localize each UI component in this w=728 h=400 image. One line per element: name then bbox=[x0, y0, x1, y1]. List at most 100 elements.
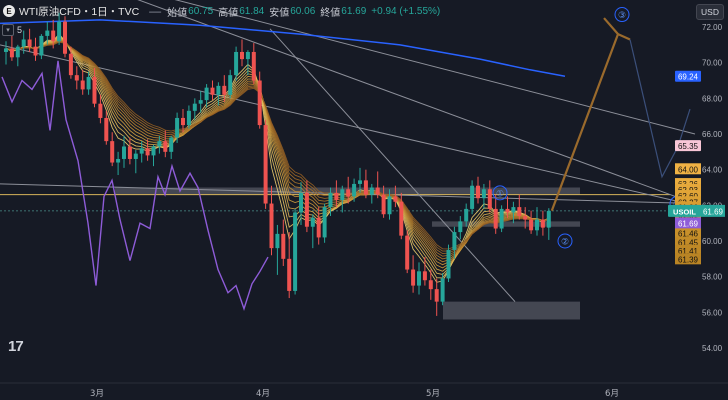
candle-body bbox=[275, 233, 280, 249]
candle-body bbox=[299, 192, 303, 213]
chevron-down-icon[interactable]: ▾ bbox=[2, 23, 14, 36]
candle-body bbox=[181, 117, 185, 126]
ma-ribbon-tag-bg bbox=[675, 236, 701, 248]
candle-body bbox=[346, 189, 351, 197]
candle-body bbox=[322, 207, 327, 238]
y-tick-label: 72.00 bbox=[702, 23, 723, 32]
symbol-title[interactable]: WTI原油CFD・1日・TVC bbox=[19, 5, 140, 18]
ma-ribbon-tag-bg bbox=[675, 244, 701, 256]
candle-body bbox=[222, 85, 227, 95]
candle-body bbox=[163, 141, 168, 152]
candle-body bbox=[198, 100, 203, 104]
ma-upper-tag: 65.35 bbox=[678, 142, 699, 151]
trend-line bbox=[137, 0, 681, 199]
candle-body bbox=[251, 51, 256, 81]
wave-label: ③ bbox=[618, 11, 626, 21]
wave-label: ② bbox=[561, 238, 569, 248]
candle-body bbox=[240, 51, 244, 60]
forecast-arrow-head bbox=[603, 17, 631, 41]
candle-body bbox=[192, 103, 197, 111]
candle-body bbox=[399, 201, 404, 236]
ma-upper-tag-bg bbox=[675, 140, 701, 152]
candle-body bbox=[470, 185, 475, 209]
open-value: 60.75 bbox=[188, 5, 214, 17]
candle-body bbox=[546, 210, 551, 228]
candle-body bbox=[151, 146, 156, 156]
currency-button[interactable]: USD bbox=[696, 4, 724, 20]
candle-body bbox=[110, 141, 115, 163]
ma-ribbon-line bbox=[5, 41, 549, 250]
candle-body bbox=[68, 53, 73, 76]
visibility-toggle-icon[interactable]: — bbox=[149, 4, 162, 18]
candle-body bbox=[21, 39, 26, 47]
candle-body bbox=[405, 235, 410, 270]
target-zone bbox=[443, 301, 580, 320]
ma-long-tag: 69.24 bbox=[678, 73, 699, 82]
candle-body bbox=[127, 146, 132, 159]
ma-ribbon-tag-bg bbox=[675, 178, 701, 190]
candle-body bbox=[481, 189, 486, 199]
candle-body bbox=[428, 280, 433, 290]
wave-circle-icon bbox=[557, 233, 573, 249]
candle-body bbox=[86, 76, 91, 90]
candle-body bbox=[434, 289, 439, 302]
oscillator-line bbox=[1, 60, 269, 311]
candle-body bbox=[417, 271, 421, 286]
candle-body bbox=[269, 203, 274, 249]
candle-body bbox=[116, 158, 121, 163]
symbol-tag: USOIL bbox=[673, 207, 696, 216]
candle-body bbox=[440, 278, 445, 302]
candle-body bbox=[328, 192, 333, 208]
candle-body bbox=[363, 180, 368, 195]
candle-body bbox=[493, 208, 498, 229]
candle-body bbox=[411, 269, 416, 286]
ma-ribbon-tag-bg bbox=[675, 253, 701, 265]
candle-body bbox=[169, 137, 174, 152]
candle-body bbox=[340, 189, 345, 200]
low-value: 60.06 bbox=[290, 5, 316, 17]
candle-body bbox=[145, 148, 150, 156]
candle-body bbox=[287, 258, 292, 291]
candle-body bbox=[517, 207, 522, 217]
candle-body bbox=[27, 39, 32, 47]
candle-body bbox=[51, 30, 56, 42]
indicator-toggle[interactable]: ▾ 5 bbox=[2, 23, 22, 36]
ma-ribbon-tag-bg bbox=[675, 183, 701, 195]
candle-body bbox=[139, 148, 144, 154]
candle-body bbox=[387, 196, 392, 215]
candle-body bbox=[499, 208, 504, 229]
candle-body bbox=[263, 125, 268, 204]
candle-body bbox=[98, 103, 103, 118]
candle-body bbox=[334, 192, 339, 200]
trend-line bbox=[269, 28, 516, 302]
x-tick-label: 4月 bbox=[256, 389, 270, 399]
candle-body bbox=[45, 30, 50, 36]
ma-ribbon-line bbox=[5, 41, 549, 252]
ma-ribbon-line bbox=[5, 39, 549, 260]
indicator-count: 5 bbox=[17, 24, 23, 35]
candle-body bbox=[57, 21, 62, 42]
candle-body bbox=[104, 117, 109, 142]
ma-ribbon-tag: 61.41 bbox=[678, 247, 699, 256]
candle-body bbox=[234, 51, 239, 76]
candle-body bbox=[9, 48, 14, 58]
candle-body bbox=[245, 51, 250, 60]
candle-body bbox=[92, 76, 97, 104]
y-tick-label: 60.00 bbox=[702, 237, 723, 246]
x-tick-label: 5月 bbox=[426, 389, 440, 399]
candle-body bbox=[15, 46, 20, 58]
candle-body bbox=[358, 180, 362, 184]
ma-ribbon-tag: 61.45 bbox=[678, 238, 699, 247]
wave-path-line bbox=[629, 39, 691, 179]
ma-ribbon-line bbox=[5, 40, 549, 255]
candle-body bbox=[293, 212, 298, 291]
ma-ribbon-tag-bg bbox=[675, 190, 701, 202]
candle-body bbox=[452, 232, 457, 250]
tradingview-logo[interactable]: 17 bbox=[8, 338, 24, 355]
candle-body bbox=[458, 221, 463, 233]
ma-ribbon-tag: 64.00 bbox=[678, 165, 699, 174]
candle-body bbox=[133, 153, 138, 159]
candle-body bbox=[529, 219, 534, 231]
